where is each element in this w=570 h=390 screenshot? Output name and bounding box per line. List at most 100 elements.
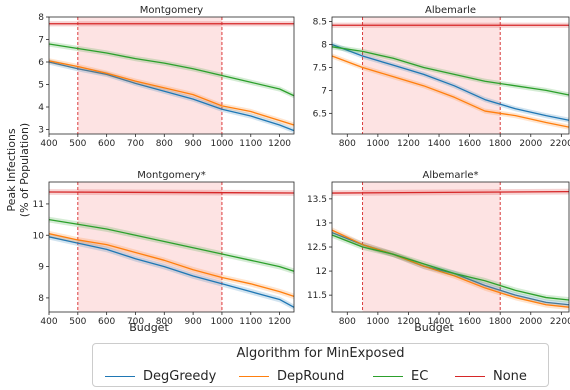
band-ec — [332, 232, 569, 303]
x-tick-label: 400 — [40, 317, 57, 327]
x-tick-label: 500 — [69, 139, 86, 149]
legend-swatch-ec — [373, 375, 403, 377]
series-line-deggreedy — [48, 236, 295, 308]
y-tick-label: 7.5 — [313, 63, 327, 73]
x-tick-label: 1600 — [458, 317, 481, 327]
x-tick-label: 1400 — [428, 139, 451, 149]
series-line-deggreedy — [48, 61, 295, 132]
band-depround — [49, 58, 294, 128]
y-axis-label-line2: (% of Population) — [18, 123, 31, 217]
x-tick-label: 600 — [98, 139, 115, 149]
series-line-ec — [331, 234, 570, 301]
axes-frame — [331, 16, 570, 135]
legend-label-deggreedy: DegGreedy — [143, 368, 217, 384]
panel-4: 800 1000 1200 1400 1600 1800 2000 2200 11.5 12 12.… — [307, 170, 570, 327]
x-tick-label: 900 — [185, 317, 202, 327]
shaded-region — [77, 182, 222, 312]
x-tick-label: 600 — [98, 317, 115, 327]
x-tick-label: 1100 — [239, 317, 262, 327]
series-line-ec — [48, 218, 295, 272]
x-tick-label: 1200 — [397, 139, 420, 149]
y-tick-label: 13 — [316, 219, 327, 229]
legend-item-depround: DepRound — [239, 368, 344, 384]
band-ec — [49, 41, 294, 99]
series-line-depround — [48, 233, 295, 297]
y-tick-label: 13.5 — [307, 195, 327, 205]
series-line-deggreedy — [331, 43, 570, 121]
x-tick-label: 2200 — [550, 317, 570, 327]
x-tick-label: 1200 — [268, 317, 291, 327]
y-axis-label-line1: Peak Infections — [5, 128, 18, 212]
y-tick-label: 4 — [38, 103, 44, 113]
legend-item-none: None — [455, 368, 527, 384]
panel-1: 400 500 600 700 800 900 1000 1100 1200 3 4 5 6 7 8 Mont… — [38, 5, 295, 149]
shaded-region — [77, 17, 222, 134]
x-tick-label: 1800 — [489, 139, 512, 149]
x-tick-label: 1000 — [366, 317, 389, 327]
x-tick-label: 800 — [156, 139, 173, 149]
x-axis-label-left: Budget — [129, 321, 169, 334]
legend-label-ec: EC — [411, 368, 429, 384]
panels: 400 500 600 700 800 900 1000 1100 1200 3 4 5 6 7 8 Mont… — [33, 5, 570, 327]
x-tick-label: 2200 — [550, 139, 570, 149]
x-tick-label: 800 — [339, 139, 356, 149]
x-tick-label: 1800 — [489, 317, 512, 327]
y-tick-label: 6 — [38, 58, 44, 68]
axes-frame — [48, 181, 295, 313]
legend-swatch-depround — [239, 375, 269, 377]
panel-2: 800 1000 1200 1400 1600 1800 2000 2200 6.5 7 7.5 8 8… — [313, 5, 570, 149]
band-deggreedy — [49, 233, 294, 311]
y-tick-label: 7 — [38, 36, 44, 46]
x-tick-label: 1200 — [397, 317, 420, 327]
legend-swatch-none — [455, 375, 485, 377]
x-tick-label: 400 — [40, 139, 57, 149]
series-line-depround — [48, 60, 295, 126]
x-tick-label: 1400 — [428, 317, 451, 327]
x-tick-label: 1000 — [210, 317, 233, 327]
band-deggreedy — [49, 59, 294, 134]
y-tick-label: 10 — [33, 231, 45, 241]
panel-title: Albemarle* — [422, 170, 478, 181]
series-line-none — [331, 190, 570, 194]
x-tick-label: 800 — [156, 317, 173, 327]
x-axis-label-right: Budget — [414, 321, 454, 334]
legend-item-ec: EC — [373, 368, 428, 384]
legend-label-depround: DepRound — [277, 368, 345, 384]
y-tick-label: 6.5 — [313, 109, 327, 119]
x-tick-label: 2000 — [519, 139, 542, 149]
series-line-depround — [331, 229, 570, 308]
x-tick-label: 1000 — [366, 139, 389, 149]
band-deggreedy — [332, 41, 569, 123]
x-tick-label: 1600 — [458, 139, 481, 149]
x-tick-label: 800 — [339, 317, 356, 327]
band-deggreedy — [332, 229, 569, 308]
series-line-depround — [331, 55, 570, 128]
series-line-ec — [331, 46, 570, 96]
legend-title: Algorithm for MinExposed — [236, 346, 405, 361]
legend: Algorithm for MinExposed DegGreedy DepRo… — [92, 343, 549, 387]
band-depround — [49, 230, 294, 300]
shaded-region — [362, 182, 501, 312]
legend-swatch-deggreedy — [105, 375, 135, 377]
y-tick-label: 8.5 — [313, 18, 327, 28]
x-tick-label: 1100 — [239, 139, 262, 149]
panel-title: Albemarle — [425, 5, 476, 16]
y-tick-label: 9 — [38, 263, 44, 273]
y-tick-label: 3 — [38, 126, 44, 136]
x-tick-label: 700 — [127, 139, 144, 149]
y-tick-label: 11.5 — [307, 291, 327, 301]
y-tick-label: 11 — [33, 200, 44, 210]
x-tick-label: 500 — [69, 317, 86, 327]
panel-title: Montgomery — [140, 5, 203, 16]
y-tick-label: 8 — [38, 294, 44, 304]
band-ec — [49, 216, 294, 275]
panel-3: 400 500 600 700 800 900 1000 1100 1200 8 9 10 11 Mont… — [33, 170, 295, 327]
legend-label-none: None — [493, 368, 527, 384]
band-depround — [332, 227, 569, 311]
legend-item-deggreedy: DegGreedy — [105, 368, 216, 384]
x-tick-label: 700 — [127, 317, 144, 327]
x-tick-label: 2000 — [519, 317, 542, 327]
y-tick-label: 12 — [316, 267, 327, 277]
x-tick-label: 1200 — [268, 139, 291, 149]
